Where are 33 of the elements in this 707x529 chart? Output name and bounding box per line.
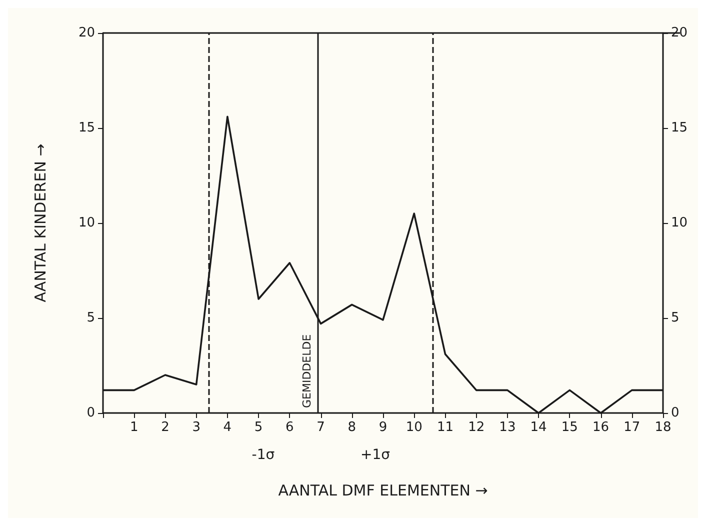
x-tick-label: 12 (468, 420, 485, 435)
x-tick-label: 10 (406, 420, 422, 435)
y2-tick-label: 15 (671, 120, 688, 136)
x-tick-label: 1 (130, 420, 138, 435)
x-tick-label: 18 (654, 420, 672, 435)
x-tick-label: 15 (561, 420, 578, 435)
y2-tick-label: 20 (671, 26, 688, 40)
y-tick-label: 5 (86, 310, 95, 326)
y-tick-label: 15 (78, 120, 95, 136)
y-tick-label: 10 (78, 216, 95, 230)
x-tick-label: 13 (499, 420, 516, 435)
x-tick-label: 11 (436, 420, 454, 435)
y-tick-label: 20 (78, 26, 95, 40)
x-tick-label: 17 (624, 420, 640, 435)
y2-tick-label: 5 (671, 310, 680, 326)
x-tick-label: 8 (348, 420, 356, 435)
y-axis-title: AANTAL KINDEREN → (32, 144, 50, 302)
text: -1σ (252, 447, 275, 463)
x-tick-label: 7 (316, 420, 325, 435)
x-axis-title: AANTAL DMF ELEMENTEN → (278, 482, 488, 500)
x-tick-label: 5 (254, 420, 263, 435)
ref-line-label: GEMIDDELDE (300, 334, 314, 408)
y2-tick-label: 10 (671, 216, 688, 230)
x-tick-label: 14 (530, 420, 547, 435)
x-tick-label: 2 (161, 420, 170, 435)
text: +1σ (360, 447, 390, 463)
x-tick-label: 4 (223, 420, 232, 435)
x-tick-label: 16 (592, 420, 610, 435)
x-tick-label: 3 (192, 420, 200, 435)
y2-tick-label: 0 (671, 406, 680, 420)
y-tick-label: 0 (86, 406, 95, 420)
x-tick-label: 9 (378, 420, 388, 435)
x-tick-label: 6 (286, 420, 294, 435)
